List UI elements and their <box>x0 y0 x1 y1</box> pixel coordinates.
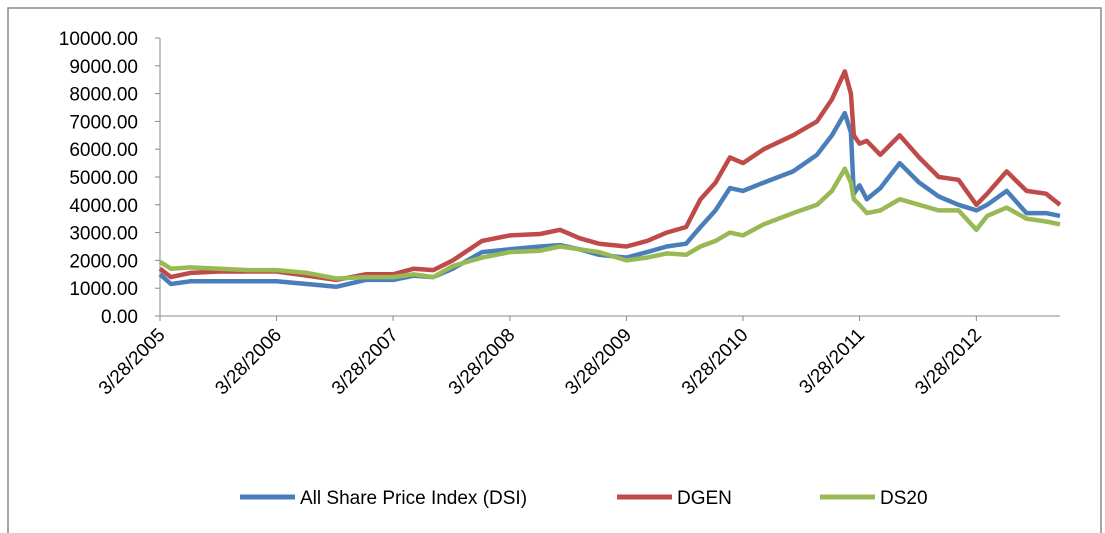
x-tick-label: 3/28/2012 <box>911 325 986 400</box>
x-tick-label: 3/28/2009 <box>561 325 636 400</box>
x-tick-label: 3/28/2010 <box>678 325 753 400</box>
x-tick-label: 3/28/2007 <box>328 325 403 400</box>
line-series <box>158 69 1062 283</box>
y-tick-label: 4000.00 <box>69 196 138 217</box>
y-tick-label: 0.00 <box>101 307 138 328</box>
y-tick-label: 1000.00 <box>69 279 138 300</box>
x-tick-label: 3/28/2005 <box>95 325 170 400</box>
y-tick-label: 9000.00 <box>69 57 138 78</box>
legend-label: DS20 <box>880 488 928 509</box>
line-series <box>158 166 1061 281</box>
x-tick-label: 3/28/2011 <box>795 325 869 399</box>
line-series <box>158 110 1061 290</box>
y-tick-label: 8000.00 <box>69 85 138 106</box>
legend-label: All Share Price Index (DSI) <box>300 488 527 509</box>
y-tick-label: 2000.00 <box>69 251 138 272</box>
y-tick-label: 7000.00 <box>69 112 138 133</box>
y-tick-label: 10000.00 <box>59 29 138 50</box>
x-tick-label: 3/28/2006 <box>211 325 286 400</box>
legend-label: DGEN <box>677 488 732 509</box>
x-tick-label: 3/28/2008 <box>445 325 520 400</box>
y-tick-label: 6000.00 <box>69 140 138 161</box>
y-tick-label: 5000.00 <box>69 168 138 189</box>
chart-border <box>7 7 1102 533</box>
y-tick-label: 3000.00 <box>69 224 138 245</box>
